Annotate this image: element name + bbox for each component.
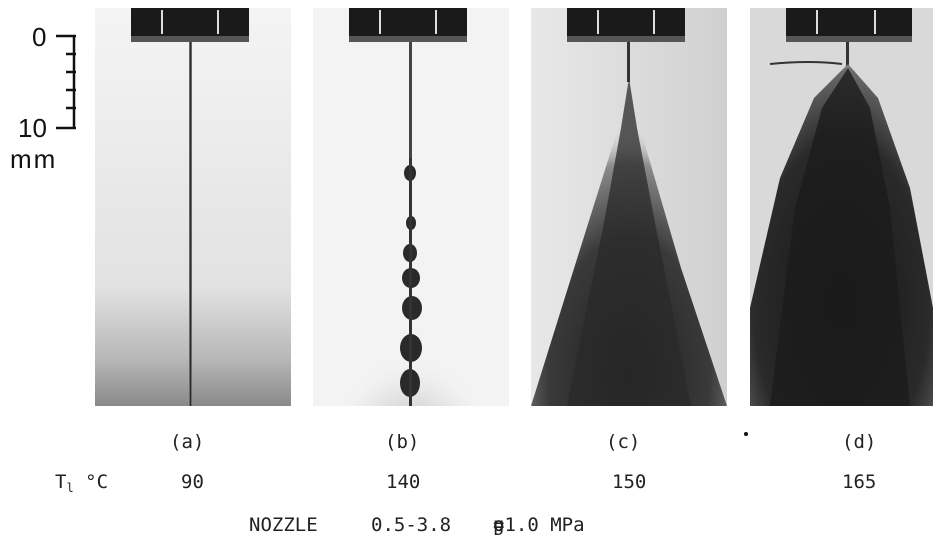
photo-b-spray bbox=[313, 8, 509, 406]
panel-label-a: (a) bbox=[170, 431, 205, 453]
temperature-b: 140 bbox=[386, 471, 421, 493]
scale-ten-label: 10 bbox=[18, 113, 47, 143]
temperature-c: 150 bbox=[612, 471, 647, 493]
temperature-unit: °C bbox=[85, 471, 109, 493]
stray-dot bbox=[744, 432, 748, 436]
panel-label-d: (d) bbox=[842, 431, 877, 453]
temperature-subscript: l bbox=[66, 481, 74, 495]
temperature-symbol: T bbox=[55, 471, 67, 493]
nozzle-label: NOZZLE bbox=[249, 514, 318, 536]
photo-a-liquid-jet bbox=[95, 8, 291, 406]
scale-ruler bbox=[56, 34, 76, 130]
pressure-symbol: p bbox=[493, 514, 505, 536]
pressure-value: =1.0 MPa bbox=[493, 514, 585, 536]
photo-c-spray bbox=[531, 8, 727, 406]
scale-zero-label: 0 bbox=[32, 22, 47, 52]
panel-label-c: (c) bbox=[606, 431, 641, 453]
nozzle-value: 0.5-3.8 bbox=[371, 514, 452, 536]
scale-bar: 0 10 mm bbox=[0, 0, 90, 180]
temperature-a: 90 bbox=[181, 471, 204, 493]
temperature-row-label: Tl °C bbox=[55, 471, 109, 495]
temperature-d: 165 bbox=[842, 471, 877, 493]
pressure-subscript: g bbox=[493, 514, 505, 536]
panel-label-b: (b) bbox=[385, 431, 420, 453]
photo-d-spray bbox=[750, 8, 933, 406]
scale-unit-label: mm bbox=[10, 144, 58, 174]
conditions-footer: NOZZLE 0.5-3.8 p g =1.0 MPa bbox=[0, 512, 933, 544]
